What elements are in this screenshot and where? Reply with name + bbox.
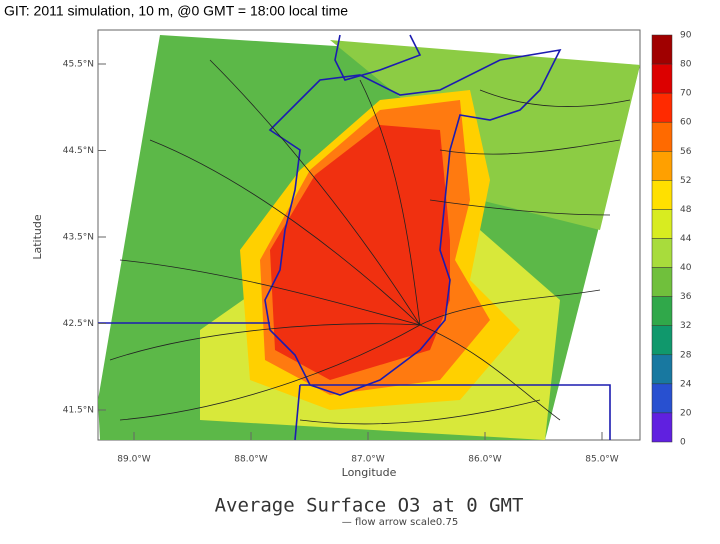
x-tick-label: 88.0°W <box>234 455 268 465</box>
coastline <box>334 34 422 81</box>
x-tick-label: 85.0°W <box>585 455 619 465</box>
streamline <box>119 324 421 421</box>
coastlines <box>98 34 611 441</box>
colorbar-label: 80 <box>680 60 692 70</box>
streamlines <box>109 59 631 425</box>
color-box <box>651 354 673 385</box>
streamline <box>419 324 561 421</box>
y-ticks: 45.5°N 44.5°N 43.5°N 42.5°N 41.5°N <box>63 60 106 416</box>
colorbar-label: 70 <box>680 89 692 99</box>
y-tick-label: 45.5°N <box>63 60 94 70</box>
caption: Average Surface O3 at 0 GMT <box>215 495 524 517</box>
colorbar-label: 0 <box>680 438 686 448</box>
colorbar-label: 90 <box>680 31 692 41</box>
streamline <box>299 399 541 425</box>
colorbar-label: 44 <box>680 234 692 244</box>
y-axis-label: Latitude <box>31 214 44 260</box>
color-box <box>651 296 673 326</box>
colorbar-label: 20 <box>680 408 692 418</box>
y-tick-label: 41.5°N <box>63 406 94 416</box>
colorbar-label: 48 <box>680 205 692 215</box>
coastline <box>264 48 562 396</box>
x-tick-label: 86.0°W <box>468 455 502 465</box>
y-tick-label: 44.5°N <box>63 146 94 156</box>
colorbar-label: 32 <box>680 321 691 331</box>
streamline <box>429 199 611 216</box>
x-ticks: 89.0°W 88.0°W 87.0°W 86.0°W 85.0°W <box>117 432 619 465</box>
field-region <box>270 125 450 380</box>
color-box <box>651 34 673 65</box>
streamline <box>359 79 421 326</box>
border <box>98 322 611 441</box>
x-tick-label: 87.0°W <box>351 455 385 465</box>
y-tick-label: 42.5°N <box>63 319 94 329</box>
x-tick-label: 89.0°W <box>117 455 151 465</box>
subcaption: — flow arrow scale0.75 <box>342 517 458 528</box>
color-box <box>651 180 673 210</box>
colorbar-label: 40 <box>680 263 692 273</box>
streamline <box>149 139 421 326</box>
streamline <box>479 89 631 107</box>
color-box <box>651 383 673 414</box>
streamline <box>439 139 621 155</box>
map-field <box>98 35 640 440</box>
color-box <box>651 267 673 297</box>
color-box <box>651 238 673 268</box>
colorbar-label: 36 <box>680 292 692 302</box>
colorbar-label: 28 <box>680 350 692 360</box>
colorbar-label: 24 <box>680 379 692 389</box>
slide-title: GIT: 2011 simulation, 10 m, @0 GMT = 18:… <box>4 3 348 19</box>
color-box <box>651 209 673 239</box>
streamline <box>119 259 421 326</box>
color-box <box>651 325 673 356</box>
color-box <box>651 151 673 181</box>
colorbar: 90 80 70 60 56 52 48 44 40 36 32 28 24 20 0 <box>651 31 692 448</box>
color-box <box>651 63 673 94</box>
streamline <box>109 323 421 361</box>
color-box <box>651 92 673 123</box>
field-region <box>330 40 640 230</box>
streamline <box>209 59 421 326</box>
colorbar-label: 60 <box>680 118 692 128</box>
colorbar-label: 56 <box>680 147 692 157</box>
color-box <box>651 412 673 443</box>
x-axis-label: Longitude <box>342 466 397 479</box>
colorbar-label: 52 <box>680 176 691 186</box>
color-box <box>651 121 673 152</box>
streamline <box>419 289 601 326</box>
y-tick-label: 43.5°N <box>63 233 94 243</box>
